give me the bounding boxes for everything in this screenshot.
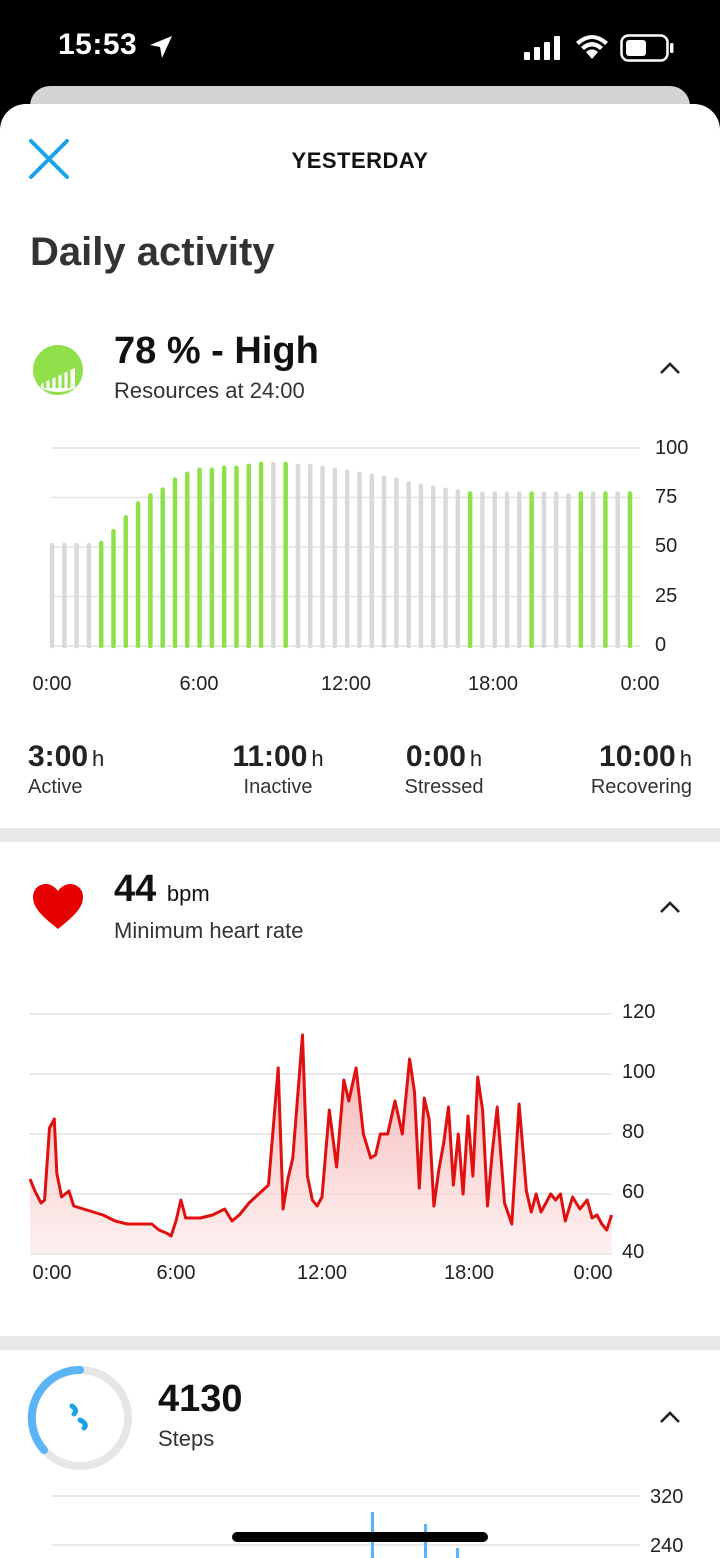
y-tick-label: 0 [655,634,666,656]
resources-value: 78 % - High [114,330,319,372]
x-tick-label: 6:00 [157,1262,196,1284]
stat-label: Inactive [243,776,313,798]
chevron-up-icon[interactable] [658,899,682,915]
location-arrow-icon [150,36,172,58]
stat-label: Stressed [404,776,484,798]
header-title: YESTERDAY [291,148,429,173]
stat-unit: h [311,746,324,771]
x-tick-label: 12:00 [297,1262,347,1284]
y-tick-label: 80 [622,1121,644,1143]
resources-subtitle: Resources at 24:00 [114,378,305,403]
steps-value: 4130 [158,1378,243,1420]
y-tick-label: 120 [622,1001,655,1023]
x-tick-label: 0:00 [621,673,660,695]
resource-stats-row: 3:00 h Active 11:00 h Inactive 0:00 h Stres… [0,740,720,820]
stat-unit: h [469,746,483,771]
stat-unit: h [679,746,692,771]
heart-rate-area [30,1035,612,1254]
chevron-up-icon[interactable] [658,360,682,376]
y-tick-label: 100 [655,437,688,459]
heart-rate-subtitle: Minimum heart rate [114,918,304,943]
x-tick-label: 0:00 [574,1262,613,1284]
steps-progress-ring-icon [27,1365,132,1470]
heart-rate-line [28,1033,614,1238]
section-divider [0,1336,720,1350]
stat-unit: h [92,746,105,771]
resources-gauge-icon [33,345,83,395]
chevron-up-icon[interactable] [658,1409,682,1425]
heart-rate-value: 44 [114,868,157,910]
resources-chart: 100 75 50 25 0 0:00 6:00 12:00 18:00 0:0… [33,437,689,695]
home-indicator[interactable] [232,1532,488,1542]
stat-inactive: 11:00 h Inactive [228,740,328,799]
x-tick-label: 0:00 [33,673,72,695]
heart-rate-chart: 120 100 80 60 40 0:00 6:00 12:00 18:00 0… [28,1001,655,1284]
y-tick-label: 40 [622,1241,644,1263]
steps-subtitle: Steps [158,1426,215,1451]
stat-value: 0:00 [405,740,466,773]
y-tick-label: 60 [622,1181,644,1203]
stat-value: 10:00 [599,740,676,773]
y-tick-label: 75 [655,486,677,508]
x-tick-label: 0:00 [33,1262,72,1284]
status-time: 15:53 [58,28,138,61]
section-divider [0,828,720,842]
y-tick-label: 320 [650,1486,683,1508]
stat-active: 3:00 h Active [28,740,104,799]
heart-icon [33,884,83,929]
x-tick-label: 18:00 [444,1262,494,1284]
x-tick-label: 6:00 [180,673,219,695]
stat-stressed: 0:00 h Stressed [394,740,494,799]
status-bar: 15:53 [0,0,720,90]
close-icon[interactable] [28,138,70,180]
x-tick-label: 18:00 [468,673,518,695]
steps-chart: 320 240 [52,1486,683,1558]
heart-rate-value-line: 44 bpm [114,868,210,911]
stat-value: 11:00 [232,740,308,773]
heart-rate-unit: bpm [166,881,210,906]
battery-icon [620,34,674,62]
stat-label: Active [28,776,83,798]
steps-bar [456,1548,459,1558]
y-tick-label: 25 [655,585,677,607]
cellular-signal-icon [524,36,560,60]
daily-activity-sheet: YESTERDAY Daily activity 78 % - High Res… [0,104,720,1558]
y-tick-label: 100 [622,1061,655,1083]
stat-recovering: 10:00 h Recovering [591,740,692,799]
y-tick-label: 50 [655,535,677,557]
wifi-icon [576,35,608,59]
stat-label: Recovering [590,776,692,798]
y-tick-label: 240 [650,1535,683,1557]
x-tick-label: 12:00 [321,673,371,695]
page-title: Daily activity [30,230,275,274]
stat-value: 3:00 [28,740,89,773]
